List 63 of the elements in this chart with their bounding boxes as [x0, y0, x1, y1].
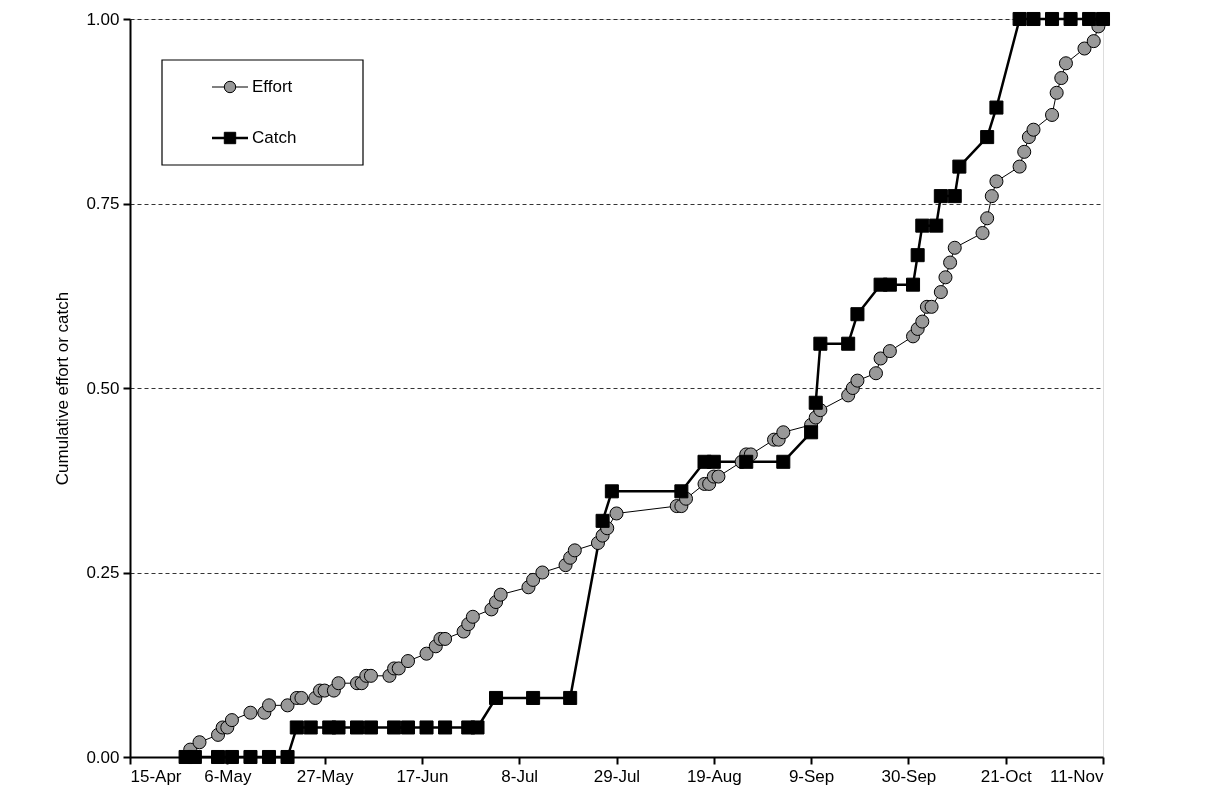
y-axis-title: Cumulative effort or catch — [53, 291, 73, 486]
point — [438, 720, 453, 735]
x-tick-label: 21-Oct — [980, 766, 1032, 786]
x-tick-label: 19-Aug — [686, 766, 742, 786]
point — [804, 425, 819, 440]
point — [387, 720, 402, 735]
point — [929, 218, 944, 233]
y-tick-label: 0.50 — [86, 378, 120, 398]
point — [841, 336, 856, 351]
x-tick-label: 15-Apr — [130, 766, 182, 786]
x-tick-label: 29-Jul — [593, 766, 641, 786]
point — [211, 749, 226, 765]
y-tick-label: 0.75 — [86, 194, 120, 213]
point — [526, 690, 541, 705]
x-tick-label: 30-Sep — [881, 766, 937, 786]
point — [906, 277, 921, 292]
point — [400, 720, 416, 735]
point — [289, 720, 304, 735]
point — [850, 307, 865, 322]
point — [1082, 11, 1097, 27]
legend-label: Catch — [252, 128, 297, 147]
point — [419, 720, 434, 735]
point — [776, 454, 791, 469]
point — [331, 720, 346, 735]
y-tick-label: 0.00 — [86, 747, 120, 767]
point — [910, 248, 925, 263]
point — [595, 513, 610, 528]
point — [674, 484, 689, 499]
point — [952, 159, 967, 174]
point — [915, 218, 930, 233]
point — [243, 749, 258, 765]
point — [1026, 11, 1041, 27]
y-tick-label: 0.25 — [86, 563, 120, 582]
point — [1063, 11, 1078, 27]
x-tick-label: 6-May — [204, 766, 252, 786]
point — [739, 454, 754, 469]
point — [933, 189, 948, 204]
point — [224, 749, 239, 765]
point — [363, 720, 378, 735]
point — [980, 130, 995, 145]
point — [350, 720, 365, 735]
point — [989, 100, 1004, 115]
point — [808, 395, 823, 410]
point — [280, 749, 295, 765]
point — [947, 189, 962, 204]
y-tick-label: 1.00 — [86, 9, 120, 29]
point — [261, 749, 277, 765]
point — [489, 690, 504, 705]
x-tick-label: 17-Jun — [396, 766, 449, 786]
x-tick-label: 9-Sep — [788, 766, 835, 786]
x-tick-label: 27-May — [296, 766, 354, 786]
point — [604, 484, 619, 499]
point — [882, 277, 897, 292]
point — [563, 690, 578, 705]
x-tick-label: 8-Jul — [501, 766, 539, 786]
legend-label: Effort — [252, 77, 293, 96]
point — [470, 720, 485, 735]
point — [303, 720, 318, 735]
point — [813, 336, 828, 351]
x-tick-label: 11-Nov — [1049, 766, 1104, 786]
point — [1045, 11, 1060, 27]
point — [1012, 11, 1027, 27]
point — [706, 454, 721, 469]
